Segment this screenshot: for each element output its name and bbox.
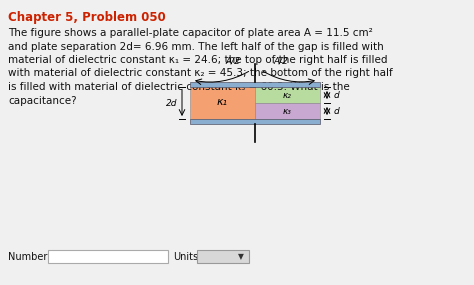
Bar [255, 87, 320, 103]
Text: κ₁: κ₁ [217, 97, 228, 107]
Text: ▼: ▼ [238, 253, 244, 262]
Bar [48, 250, 168, 263]
Text: d: d [333, 107, 339, 115]
Text: with material of dielectric constant κ₂ = 45.3; the bottom of the right half: with material of dielectric constant κ₂ … [8, 68, 393, 78]
Bar [190, 87, 255, 119]
Bar [255, 103, 320, 119]
Text: A/2: A/2 [273, 57, 289, 66]
Text: κ₂: κ₂ [283, 91, 292, 99]
Text: 2d: 2d [166, 99, 178, 107]
Bar [197, 250, 249, 263]
Text: Chapter 5, Problem 050: Chapter 5, Problem 050 [8, 11, 166, 24]
Text: and plate separation 2d= 6.96 mm. The left half of the gap is filled with: and plate separation 2d= 6.96 mm. The le… [8, 42, 384, 52]
Text: capacitance?: capacitance? [8, 95, 77, 105]
Text: material of dielectric constant κ₁ = 24.6; the top of the right half is filled: material of dielectric constant κ₁ = 24.… [8, 55, 388, 65]
Bar [190, 82, 320, 87]
Text: The figure shows a parallel-plate capacitor of plate area A = 11.5 cm²: The figure shows a parallel-plate capaci… [8, 28, 373, 38]
Text: Units: Units [173, 252, 198, 262]
Text: A/2: A/2 [226, 57, 240, 66]
Text: is filled with material of dielectric constant κ₃ = 60.3. What is the: is filled with material of dielectric co… [8, 82, 350, 92]
Text: d: d [333, 91, 339, 99]
Text: κ₃: κ₃ [283, 107, 292, 115]
Bar [190, 119, 320, 124]
Text: Number: Number [8, 252, 47, 262]
